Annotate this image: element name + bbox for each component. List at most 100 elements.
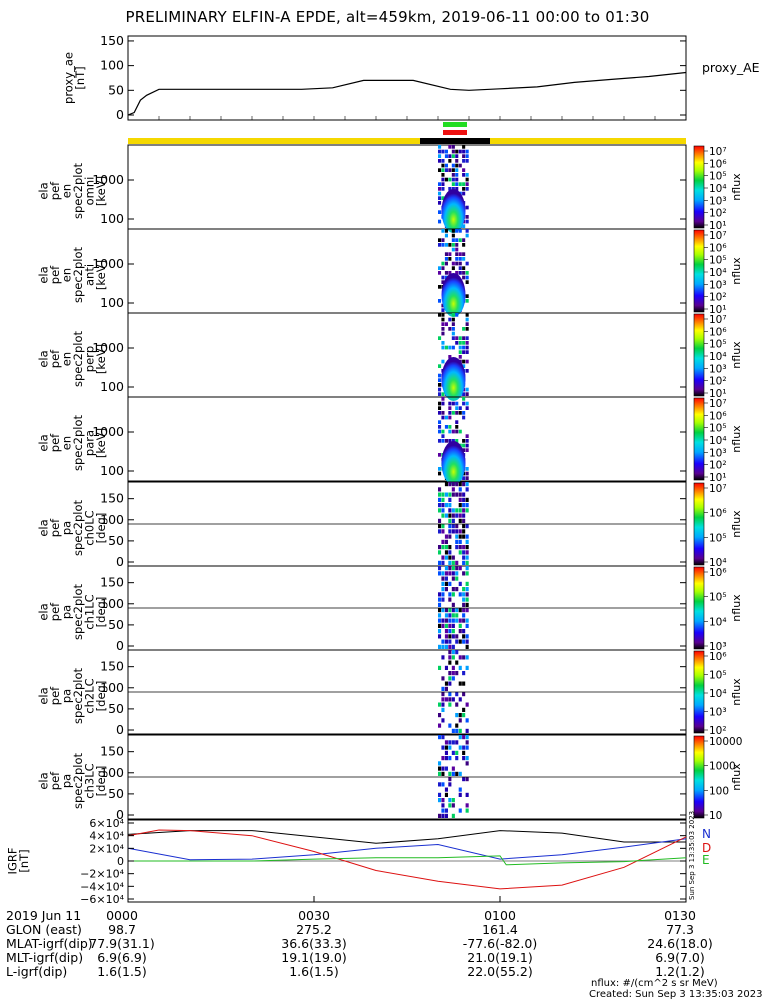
spectrogram-cell <box>438 387 442 392</box>
spectrogram-cell <box>451 411 455 415</box>
spectrogram-cell <box>438 364 442 368</box>
spectrogram-cell <box>462 145 466 149</box>
spectrogram-cell <box>455 702 459 707</box>
spectrogram-cell <box>451 182 455 186</box>
axis-label-line: [deg] <box>94 681 108 712</box>
spectrogram-cell <box>465 555 469 560</box>
spectrogram-cell <box>462 415 466 420</box>
colorbar-tick-label: 10³ <box>709 447 727 459</box>
axis-label-line: spec2plot <box>71 583 85 640</box>
spectrogram-cell <box>441 243 445 247</box>
colorbar-tick-label: 1000 <box>709 761 736 773</box>
spectrogram-cell <box>458 182 462 186</box>
spectrogram-cell <box>448 560 452 565</box>
flux-enhancement <box>441 441 466 485</box>
footer-cell: 1.6(1.5) <box>97 964 147 979</box>
spectrogram-cell <box>441 173 445 177</box>
footer-cell: 77.3 <box>666 922 694 937</box>
spectrogram-cell <box>462 618 466 623</box>
spectrogram-cell <box>455 238 459 242</box>
axis-label-line: ela <box>36 266 50 283</box>
colorbar-unit-label: nflux <box>730 425 743 453</box>
spectrogram-cell <box>455 425 459 429</box>
spectrogram-cell <box>441 261 445 266</box>
axis-label-line: omni <box>82 177 96 206</box>
spectrogram-cell <box>444 177 448 182</box>
spectrogram-cell <box>448 613 452 618</box>
spectrogram-cell <box>451 771 455 776</box>
spectrogram-cell <box>465 597 469 602</box>
colorbar-tick-label: 10² <box>709 460 727 472</box>
spectrogram-cell <box>451 803 455 808</box>
axis-label-line: pa <box>59 521 73 535</box>
spectrogram-cell <box>451 163 455 168</box>
spectrogram-cell <box>441 415 445 420</box>
spectrogram-cell <box>465 401 469 406</box>
spectrogram-cell <box>455 524 459 529</box>
spectrogram-cell <box>441 587 445 592</box>
spectrogram-cell <box>438 644 442 649</box>
spectrogram-cell <box>448 798 452 803</box>
axis-label-line: ela <box>36 772 50 789</box>
colorbar-tick-label: 10⁵ <box>709 532 727 544</box>
spectrogram-cell <box>451 482 455 487</box>
footer-cell: 6.9(6.9) <box>97 950 147 965</box>
footer-row-glon: GLON (east) <box>6 922 82 937</box>
spectrogram-cell <box>462 560 466 565</box>
spectrogram-cell <box>465 443 469 448</box>
spectrogram-cell <box>441 177 445 182</box>
spectrogram-cell <box>465 608 469 613</box>
spectrogram-cell <box>458 566 462 571</box>
spectrogram-cell <box>448 618 452 623</box>
spectrogram-cell <box>462 149 466 154</box>
spectrogram-cell <box>438 187 442 191</box>
spectrogram-cell <box>438 608 442 613</box>
spectrogram-cell <box>441 439 445 443</box>
spectrogram-cell <box>455 439 459 443</box>
spectrogram-cell <box>444 681 448 686</box>
spectrogram-cell <box>458 713 462 718</box>
spectrogram-cell <box>444 629 448 634</box>
axis-label-line: ela <box>36 182 50 199</box>
y-tick-label: 100 <box>100 596 124 611</box>
axis-label-line: proxy_ae <box>61 52 75 104</box>
y-tick-label: 6×10⁴ <box>89 817 124 830</box>
status-bars <box>128 122 686 144</box>
axis-label-line: pef <box>48 686 62 705</box>
spectrogram-cell <box>448 676 452 681</box>
spectrogram-cell <box>458 534 462 539</box>
spectrogram-cell <box>444 233 448 238</box>
panel-frame <box>127 228 687 314</box>
colorbar-tick-label: 10⁵ <box>709 670 727 682</box>
spectrogram-cell <box>465 448 469 452</box>
spectrogram-cell <box>441 555 445 560</box>
axis-label-line: pa <box>59 605 73 619</box>
spectrogram-cell <box>465 571 469 576</box>
spectrogram-cell <box>438 545 442 550</box>
spectrogram-cell <box>465 655 469 660</box>
colorbar-tick-label: 10¹ <box>709 304 727 316</box>
spectrogram-cell <box>465 639 469 644</box>
spectrogram-cell <box>462 411 466 415</box>
y-tick-label: −2×10⁴ <box>80 868 124 881</box>
spectrogram-cell <box>448 159 452 163</box>
spectrogram-cell <box>451 154 455 158</box>
spectrogram-cell <box>455 261 459 266</box>
spectrogram-cell <box>441 497 445 502</box>
spectrogram-cell <box>458 503 462 508</box>
spectrogram-cell <box>458 497 462 502</box>
axis-label-line: [nT] <box>17 849 31 872</box>
spectrogram-cell <box>444 439 448 443</box>
y-tick-label: −4×10⁴ <box>80 880 124 893</box>
spectrogram-cell <box>451 623 455 628</box>
spectrogram-cell <box>438 401 442 406</box>
spectrogram-cell <box>451 634 455 639</box>
spectrogram-cell <box>438 529 442 534</box>
spectrogram-cell <box>462 634 466 639</box>
spectrogram-cell <box>458 623 462 628</box>
y-tick-label: 100 <box>100 295 124 310</box>
spectrogram-cell <box>441 275 445 280</box>
igrf-d-line <box>127 829 687 890</box>
spectrogram-cell <box>451 676 455 681</box>
